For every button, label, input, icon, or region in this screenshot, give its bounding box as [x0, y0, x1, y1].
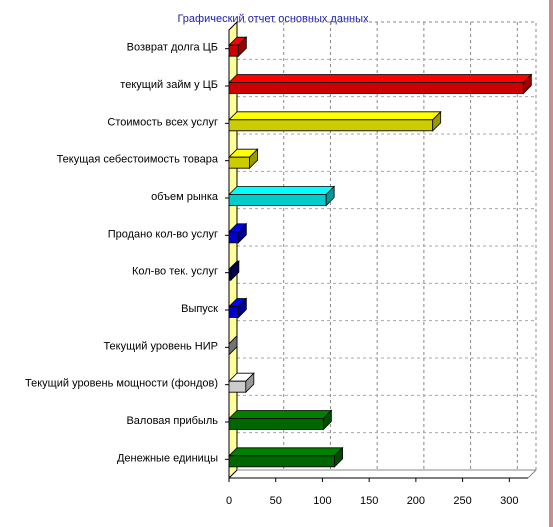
bar-top [228, 410, 333, 419]
category-label: Текущий уровень мощности (фондов) [25, 378, 218, 390]
bar-end [237, 222, 247, 244]
bar [228, 306, 239, 318]
bar-end [249, 148, 258, 170]
x-tick-label: 0 [226, 495, 232, 507]
category-label: Валовая прибыль [126, 415, 218, 427]
category-label: Денежные единицы [117, 452, 218, 464]
bar [228, 194, 327, 206]
bar-top [228, 111, 442, 121]
bar-top [228, 74, 533, 83]
bar-top [228, 447, 344, 457]
grid-lines [236, 21, 537, 471]
category-label: Стоимость всех услуг [107, 116, 218, 128]
bar-end [245, 372, 255, 394]
category-label: Кол-во тек. услуг [132, 266, 218, 278]
bar-end [432, 110, 442, 132]
bar-end [228, 334, 238, 356]
bar-end [322, 409, 332, 431]
bar-top [228, 186, 336, 195]
bar [228, 380, 247, 393]
bar [228, 82, 524, 94]
chart-title: Графический отчет основных данных [177, 13, 369, 25]
bar-end [334, 446, 343, 468]
x-tick-label: 150 [360, 495, 378, 507]
floor-right-line [527, 469, 537, 479]
bar-end [325, 185, 335, 207]
bar-end [230, 260, 240, 282]
x-tick-label: 200 [407, 495, 425, 507]
bar [228, 418, 324, 430]
bar-end [522, 73, 532, 95]
category-label: Текущий уровень НИР [103, 340, 218, 352]
category-label: Текущая себестоимость товара [57, 154, 219, 166]
bar [228, 455, 335, 468]
category-label: Продано кол-во услуг [108, 228, 218, 240]
x-tick-label: 100 [313, 495, 331, 507]
category-label: текущий займ у ЦБ [120, 79, 218, 91]
x-tick-label: 300 [500, 495, 518, 507]
bar [228, 231, 239, 244]
category-labels: Возврат долга ЦБ текущий займ у ЦБ Стоимос… [25, 42, 219, 465]
x-tick-labels: 0 50 100 150 200 250 300 [226, 495, 519, 507]
x-tick-label: 250 [453, 495, 471, 507]
bar [228, 156, 250, 169]
axis-wall [225, 20, 537, 482]
bar [228, 44, 239, 57]
bar-end [237, 297, 247, 319]
x-tick-label: 50 [270, 495, 282, 507]
bar-end [237, 36, 247, 58]
category-label: объем рынка [151, 191, 219, 203]
category-label: Выпуск [181, 303, 218, 315]
bar-series [228, 36, 533, 468]
category-label: Возврат долга ЦБ [127, 42, 218, 54]
bar [228, 119, 434, 132]
